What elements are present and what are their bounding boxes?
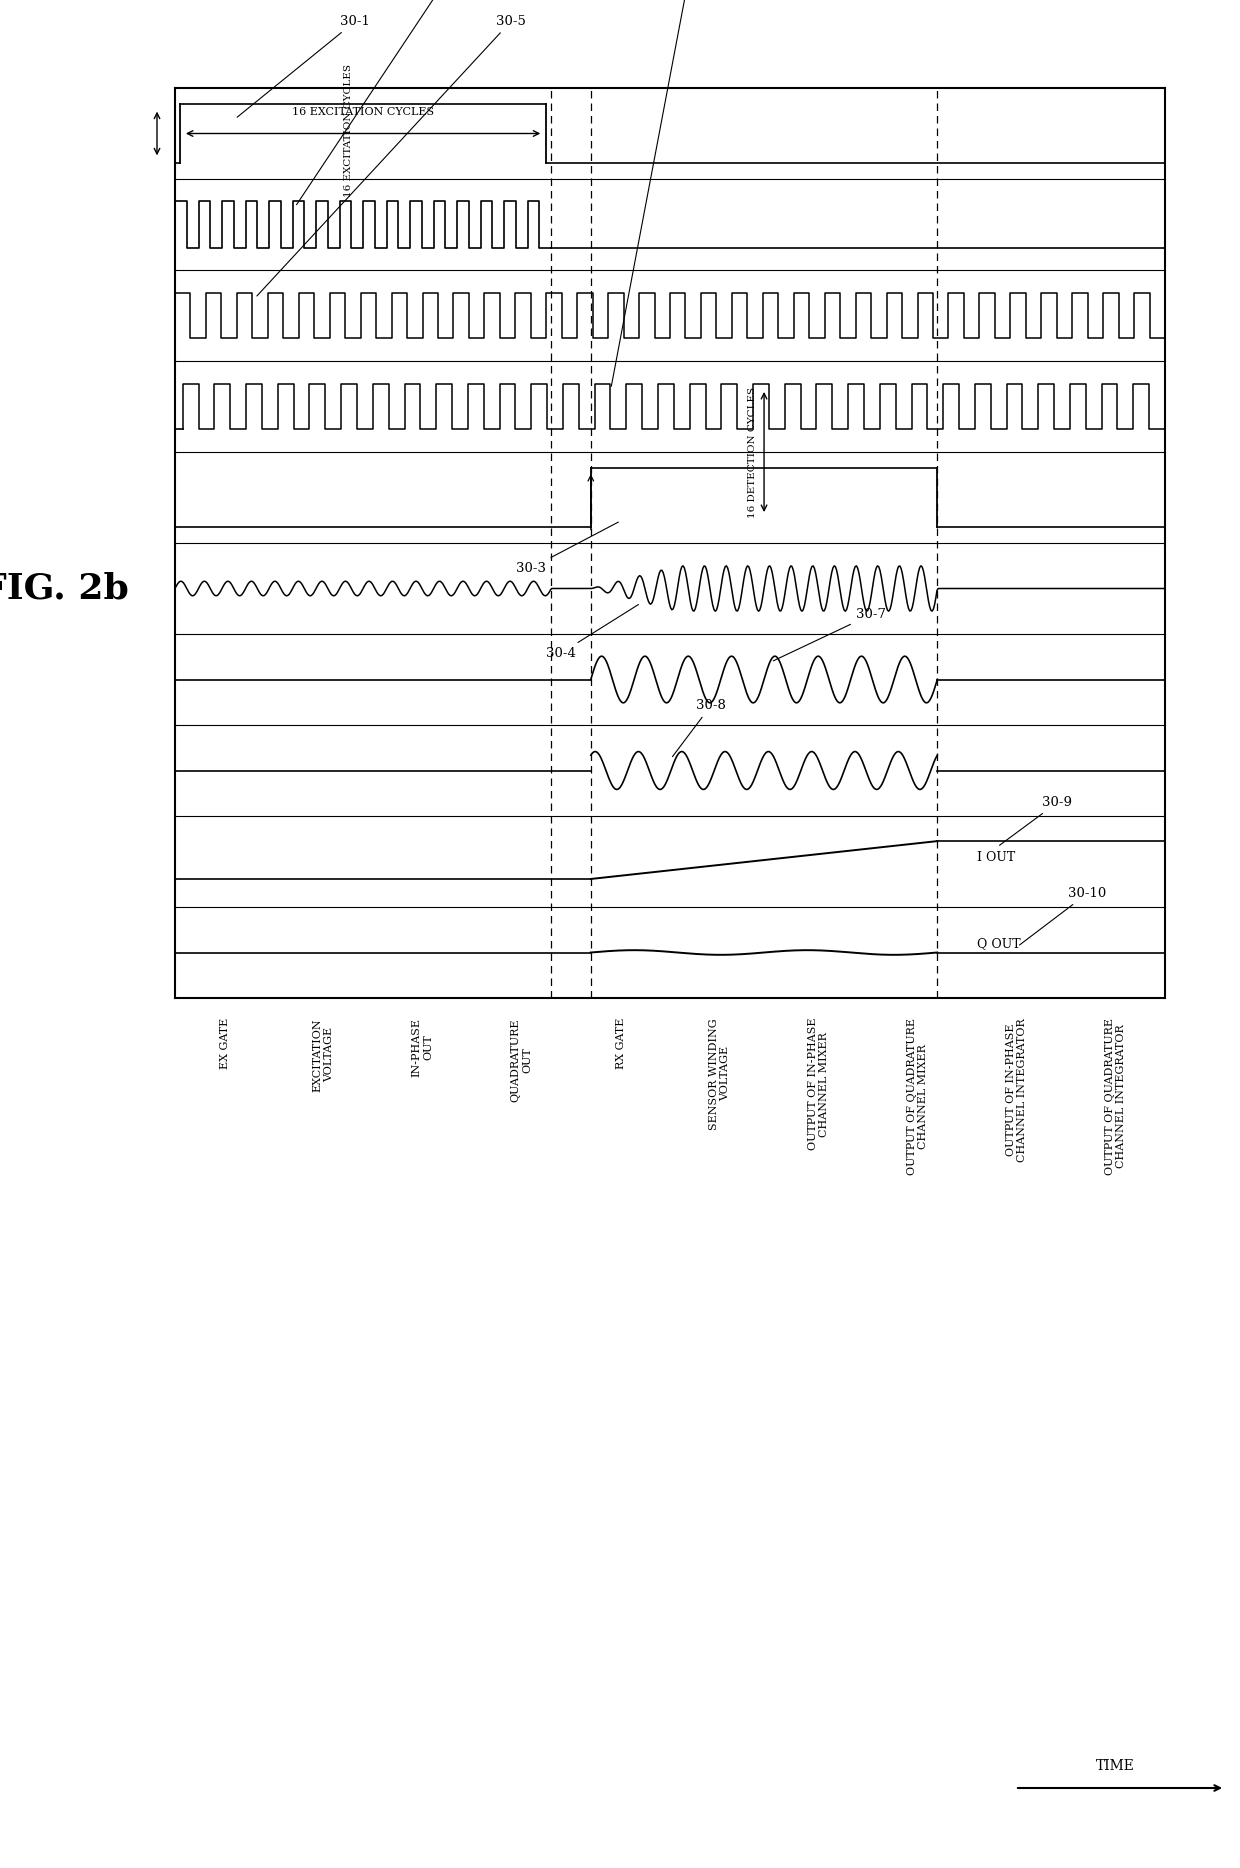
Text: 30-7: 30-7: [774, 609, 885, 661]
Text: 30-6: 30-6: [611, 0, 706, 387]
Text: QUADRATURE
OUT: QUADRATURE OUT: [511, 1018, 532, 1102]
Text: 30-2: 30-2: [296, 0, 470, 205]
Text: 16 DETECTION CYCLES: 16 DETECTION CYCLES: [748, 387, 756, 517]
Text: 16 EXCITATION CYCLES: 16 EXCITATION CYCLES: [343, 64, 352, 198]
Text: OUTPUT OF QUADRATURE
CHANNEL MIXER: OUTPUT OF QUADRATURE CHANNEL MIXER: [906, 1018, 929, 1175]
Text: RX GATE: RX GATE: [615, 1018, 625, 1068]
Text: 30-9: 30-9: [999, 796, 1073, 846]
Text: 30-10: 30-10: [1019, 887, 1106, 945]
Text: 30-1: 30-1: [237, 15, 370, 118]
Text: IN-PHASE
OUT: IN-PHASE OUT: [412, 1018, 433, 1078]
Text: 30-3: 30-3: [516, 521, 619, 575]
Text: FIG. 2b: FIG. 2b: [0, 572, 129, 605]
Text: SENSOR WINDING
VOLTAGE: SENSOR WINDING VOLTAGE: [709, 1018, 730, 1130]
Text: 30-4: 30-4: [546, 605, 639, 659]
Text: OUTPUT OF QUADRATURE
CHANNEL INTEGRATOR: OUTPUT OF QUADRATURE CHANNEL INTEGRATOR: [1105, 1018, 1126, 1175]
Text: EX GATE: EX GATE: [219, 1018, 229, 1068]
Text: 30-8: 30-8: [672, 699, 725, 757]
Text: OUTPUT OF IN-PHASE
CHANNEL INTEGRATOR: OUTPUT OF IN-PHASE CHANNEL INTEGRATOR: [1006, 1018, 1027, 1162]
Text: OUTPUT OF IN-PHASE
CHANNEL MIXER: OUTPUT OF IN-PHASE CHANNEL MIXER: [807, 1018, 830, 1151]
Text: I OUT: I OUT: [977, 850, 1016, 863]
Text: TIME: TIME: [1096, 1760, 1135, 1773]
Text: Q OUT: Q OUT: [977, 938, 1021, 951]
Text: 30-5: 30-5: [257, 15, 526, 295]
Text: EXCITATION
VOLTAGE: EXCITATION VOLTAGE: [312, 1018, 335, 1091]
Text: 16 EXCITATION CYCLES: 16 EXCITATION CYCLES: [293, 108, 434, 118]
